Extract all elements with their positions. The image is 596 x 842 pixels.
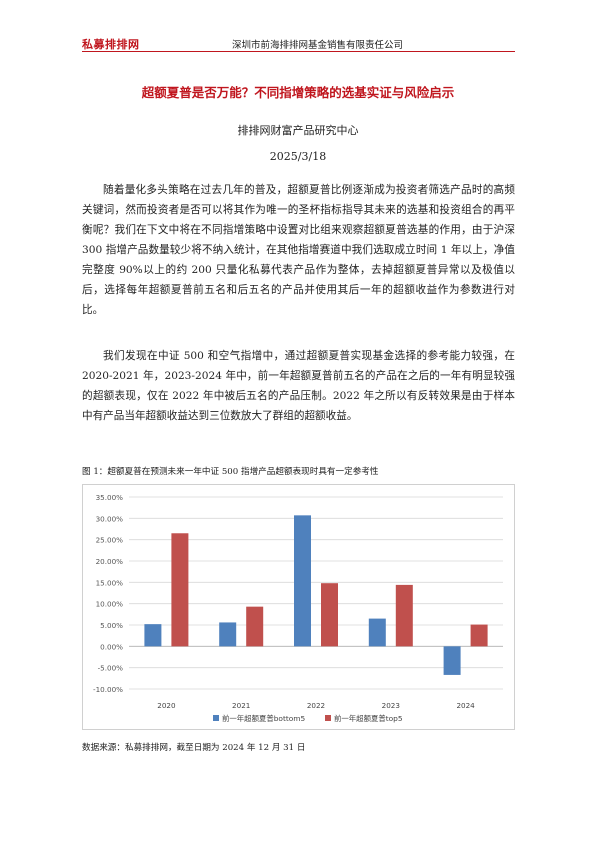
x-tick-label: 2021 bbox=[232, 701, 250, 710]
company-name: 深圳市前海排排网基金销售有限责任公司 bbox=[232, 40, 404, 51]
body-paragraph-1: 随着量化多头策略在过去几年的普及，超额夏普比例逐渐成为投资者筛选产品时的高频关键… bbox=[82, 184, 515, 316]
y-tick-label: 15.00% bbox=[96, 578, 124, 587]
bar-top5-2021 bbox=[246, 606, 264, 647]
y-tick-label: 20.00% bbox=[96, 557, 124, 566]
x-tick-label: 2023 bbox=[382, 701, 400, 710]
document-author: 排排网财富产品研究中心 bbox=[237, 124, 359, 137]
bar-bottom5-2023 bbox=[368, 618, 386, 647]
bar-bottom5-2021 bbox=[219, 622, 237, 647]
bar-top5-2022 bbox=[321, 583, 338, 647]
y-tick-label: 30.00% bbox=[96, 514, 124, 523]
bar-chart: 35.00% 30.00% 25.00% 20.00% 15.00% 10.00% 5.00… bbox=[82, 484, 515, 730]
legend-swatch bbox=[325, 715, 331, 721]
data-source-note: 数据来源：私募排排网，截至日期为 2024 年 12 月 31 日 bbox=[82, 743, 306, 753]
x-tick-label: 2024 bbox=[456, 701, 475, 710]
page-header: 私募排排网 深圳市前海排排网基金销售有限责任公司 bbox=[82, 36, 515, 51]
y-tick-label: -10.00% bbox=[93, 685, 123, 694]
y-tick-label: -5.00% bbox=[98, 664, 124, 673]
bar-top5-2023 bbox=[395, 584, 413, 647]
chart-canvas: 35.00% 30.00% 25.00% 20.00% 15.00% 10.00% 5.00… bbox=[93, 493, 503, 723]
y-tick-label: 25.00% bbox=[96, 536, 124, 545]
x-tick-label: 2022 bbox=[307, 701, 325, 710]
figure-caption: 图 1：超额夏普在预测未来一年中证 500 指增产品超额表现时具有一定参考性 bbox=[82, 467, 379, 477]
header-divider bbox=[82, 51, 515, 52]
document-title: 超额夏普是否万能？不同指增策略的选基实证与风险启示 bbox=[141, 85, 455, 100]
brand-logo: 私募排排网 bbox=[82, 38, 140, 51]
x-tick-label: 2020 bbox=[157, 701, 176, 710]
bar-bottom5-2022 bbox=[294, 515, 311, 647]
bar-bottom5-2020 bbox=[144, 624, 162, 647]
legend-label: 前一年超额夏普top5 bbox=[334, 714, 403, 723]
bar-bottom5-2024 bbox=[443, 646, 461, 675]
legend-swatch bbox=[213, 715, 219, 721]
legend-label: 前一年超额夏普bottom5 bbox=[222, 714, 305, 723]
bar-top5-2020 bbox=[171, 533, 189, 647]
y-tick-label: 5.00% bbox=[100, 621, 123, 630]
y-tick-label: 35.00% bbox=[96, 493, 124, 502]
body-paragraph-2: 我们发现在中证 500 和空气指增中，通过超额夏普实现基金选择的参考能力较强，在… bbox=[82, 350, 515, 422]
y-tick-label: 10.00% bbox=[96, 600, 124, 609]
bar-top5-2024 bbox=[470, 624, 488, 647]
y-tick-label: 0.00% bbox=[100, 642, 123, 651]
document-date: 2025/3/18 bbox=[269, 150, 327, 163]
